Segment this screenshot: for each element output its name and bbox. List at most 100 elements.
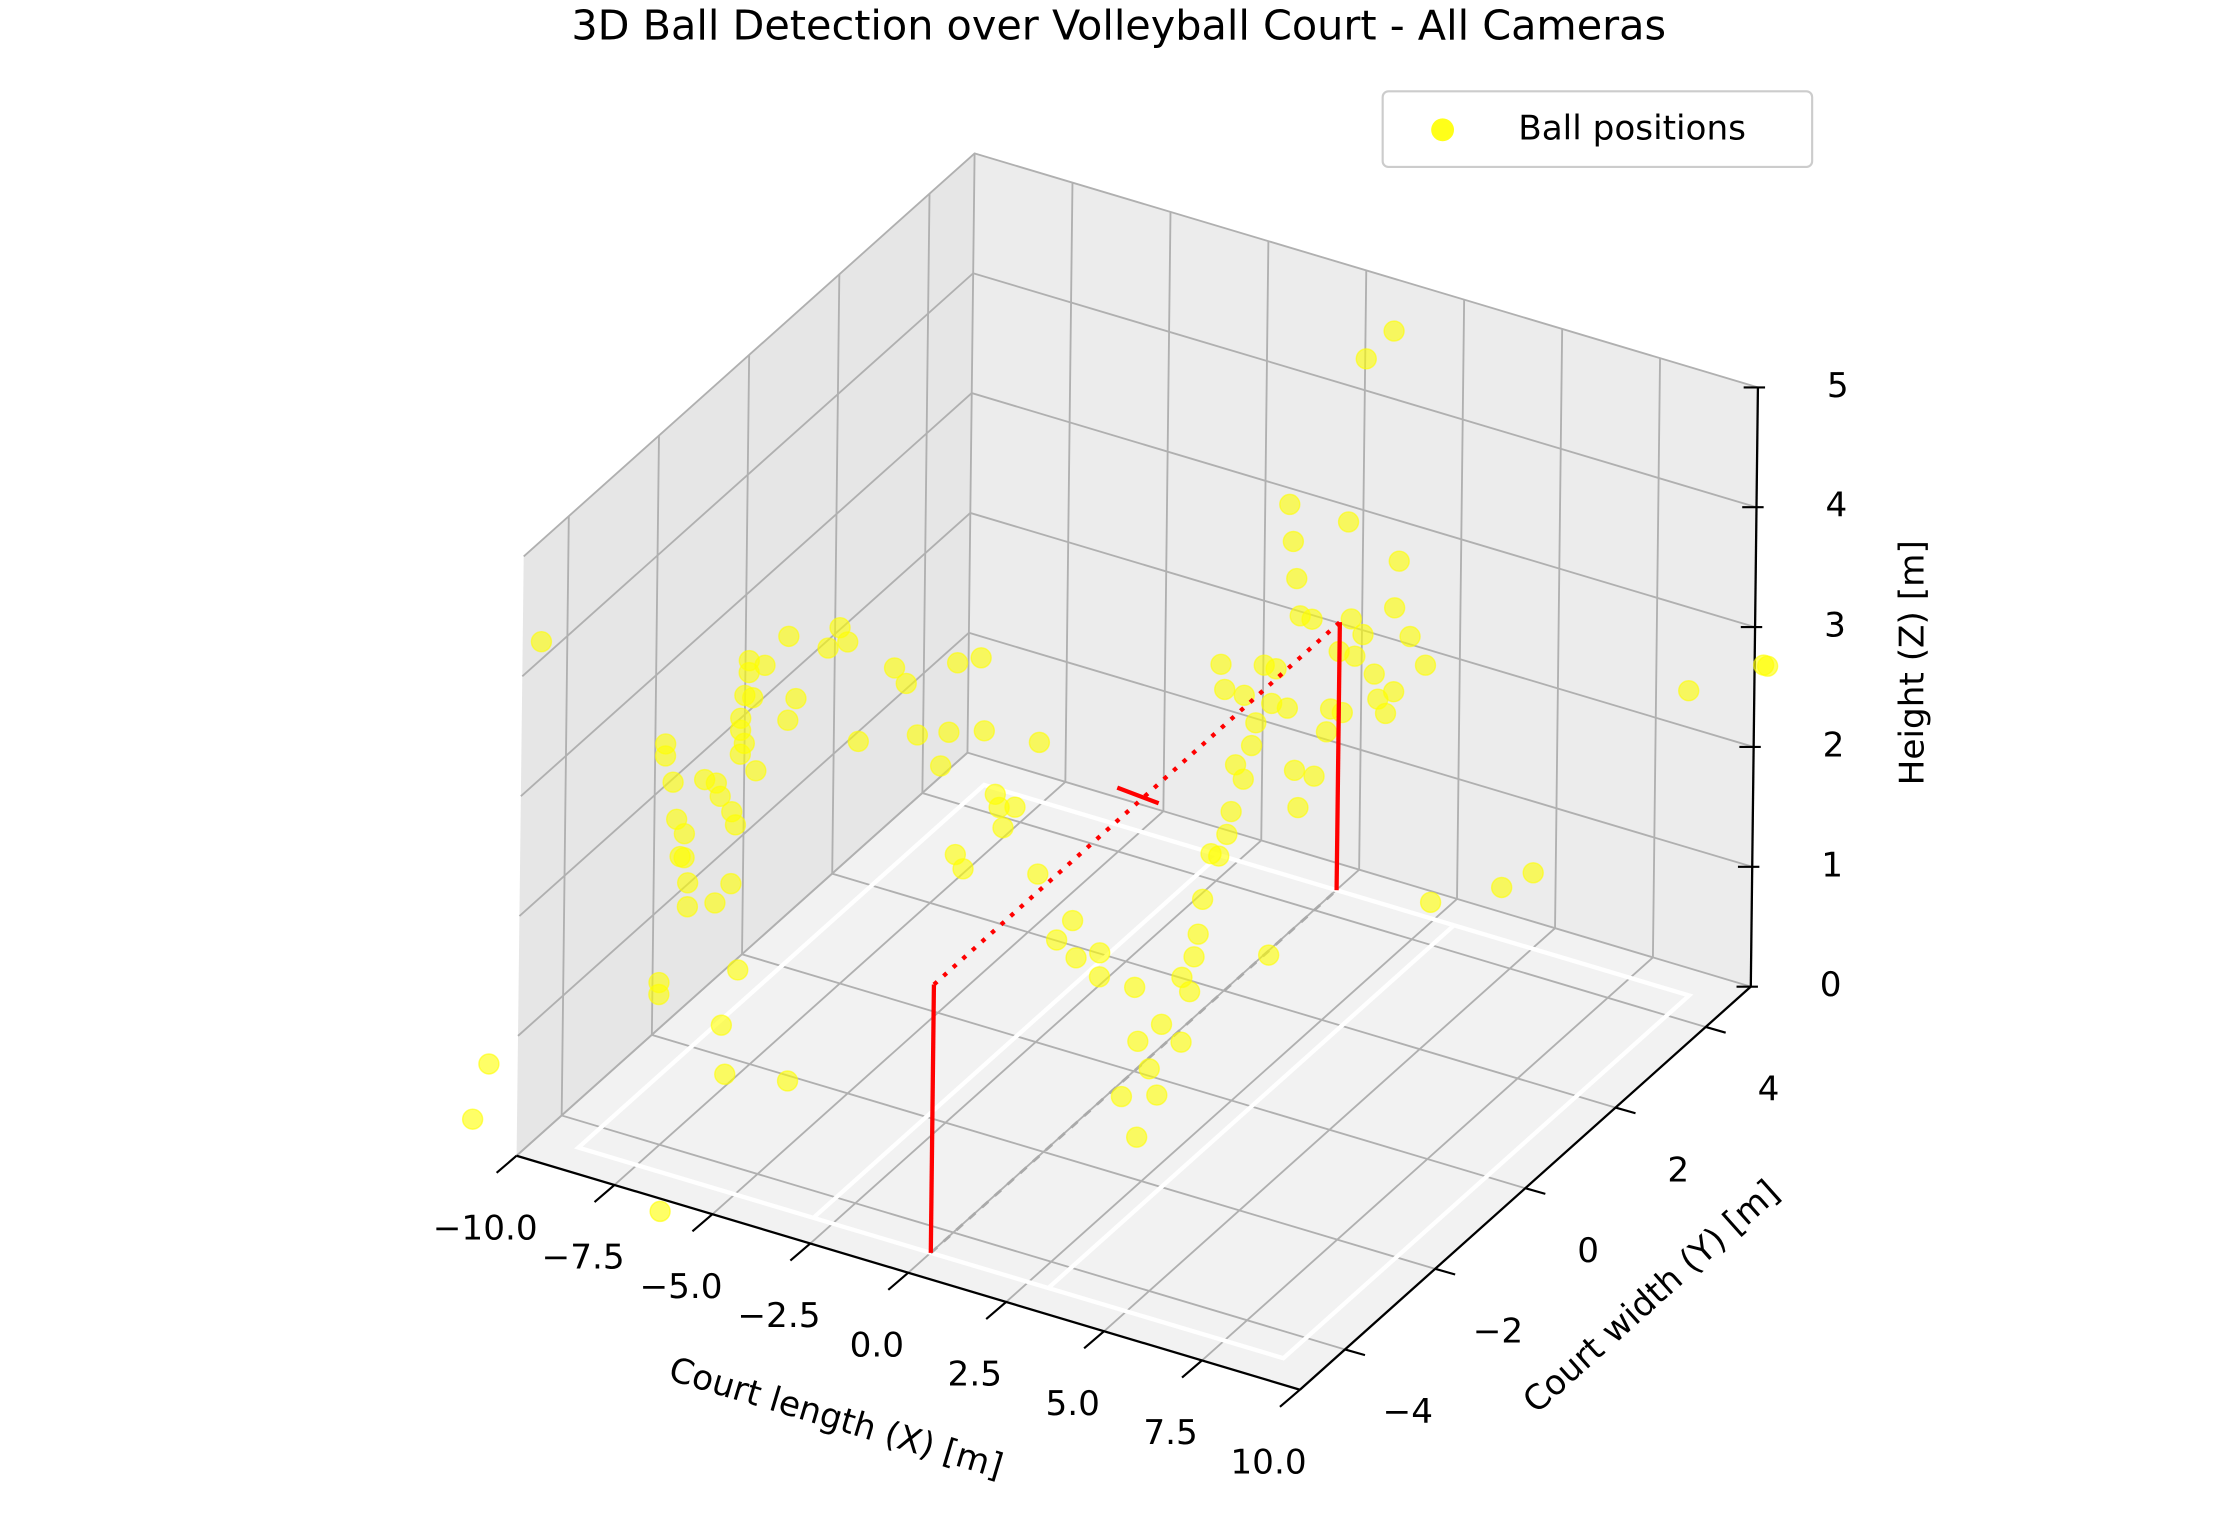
ball-point bbox=[649, 1200, 671, 1223]
x-tick bbox=[1083, 1330, 1105, 1350]
ball-point bbox=[530, 630, 553, 653]
net-top bbox=[932, 620, 1342, 987]
ball-point bbox=[1678, 680, 1700, 702]
ball-point bbox=[729, 743, 752, 765]
ball-point bbox=[673, 822, 696, 845]
x-tick-label: 10.0 bbox=[1230, 1442, 1306, 1482]
ball-point bbox=[1756, 655, 1779, 677]
x-tick-label: 2.5 bbox=[948, 1355, 1002, 1395]
ball-point bbox=[1352, 623, 1374, 646]
y-tick-label: 4 bbox=[1758, 1070, 1780, 1110]
z-tick-label: 5 bbox=[1827, 366, 1849, 406]
ball-point bbox=[1383, 597, 1406, 619]
x-tick bbox=[1181, 1359, 1203, 1379]
ball-point bbox=[1240, 734, 1263, 757]
ball-point bbox=[710, 1014, 733, 1036]
ball-point bbox=[1150, 1013, 1173, 1036]
ball-point bbox=[1027, 863, 1049, 885]
ball-point bbox=[1283, 759, 1306, 782]
net-pole bbox=[928, 984, 937, 1253]
ball-point bbox=[709, 785, 731, 808]
ball-point bbox=[1088, 966, 1111, 988]
y-tick bbox=[1705, 1025, 1726, 1034]
ball-point bbox=[992, 817, 1014, 839]
x-tick-label: −2.5 bbox=[737, 1296, 820, 1336]
ball-point bbox=[704, 892, 726, 914]
ball-point bbox=[1265, 658, 1287, 680]
ball-point bbox=[1127, 1030, 1149, 1053]
legend-marker bbox=[1431, 118, 1455, 142]
y-tick-label: 0 bbox=[1577, 1231, 1599, 1271]
ball-point bbox=[837, 631, 859, 653]
ball-point bbox=[1125, 1126, 1148, 1148]
ball-point bbox=[461, 1108, 484, 1130]
ball-point bbox=[478, 1053, 500, 1075]
x-tick bbox=[495, 1154, 518, 1174]
x-tick-label: 5.0 bbox=[1045, 1384, 1099, 1424]
y-tick-label: −4 bbox=[1383, 1392, 1433, 1432]
ball-point bbox=[1282, 530, 1305, 553]
z-tick-label: 4 bbox=[1826, 486, 1848, 526]
net-antenna bbox=[1116, 785, 1160, 806]
ball-point bbox=[1374, 702, 1397, 725]
z-tick-label: 0 bbox=[1820, 965, 1842, 1005]
ball-point bbox=[1257, 944, 1280, 966]
ball-point bbox=[895, 672, 917, 695]
grid-line bbox=[515, 751, 1752, 1157]
ball-point bbox=[1399, 625, 1421, 648]
ball-point bbox=[754, 654, 776, 677]
axis-line bbox=[516, 1154, 1301, 1391]
ball-point bbox=[654, 745, 677, 767]
ball-point bbox=[676, 896, 699, 918]
ball-point bbox=[1490, 876, 1513, 899]
ball-point bbox=[776, 1070, 799, 1092]
ball-point bbox=[938, 721, 960, 743]
ball-point bbox=[778, 625, 800, 648]
ball-point bbox=[1061, 909, 1084, 932]
ball-point bbox=[1382, 681, 1405, 703]
ball-point bbox=[1301, 608, 1323, 630]
y-tick bbox=[1525, 1187, 1546, 1195]
ball-point bbox=[1383, 320, 1405, 342]
ball-point bbox=[1208, 845, 1230, 867]
ball-point bbox=[1045, 929, 1068, 951]
ball-point bbox=[847, 730, 870, 753]
grid-line bbox=[521, 272, 1757, 678]
y-tick bbox=[1344, 1348, 1366, 1357]
x-tick bbox=[789, 1242, 812, 1262]
ball-point bbox=[1187, 923, 1209, 945]
y-tick bbox=[1434, 1267, 1456, 1276]
ball-point bbox=[1331, 701, 1353, 724]
ball-point bbox=[727, 959, 749, 981]
ball-point bbox=[906, 724, 929, 746]
ball-point bbox=[1315, 721, 1338, 743]
ball-point bbox=[1004, 796, 1026, 818]
ball-point bbox=[946, 652, 969, 674]
ball-point bbox=[1183, 946, 1205, 968]
ball-point bbox=[1028, 731, 1051, 754]
z-tick-label: 1 bbox=[1821, 845, 1843, 885]
ball-point bbox=[1303, 765, 1325, 787]
points bbox=[461, 320, 1779, 1223]
ball-point bbox=[1191, 888, 1214, 911]
ball-point bbox=[1210, 653, 1232, 676]
attack-line bbox=[1046, 923, 1456, 1290]
ball-point bbox=[1214, 678, 1236, 701]
ball-point bbox=[1355, 348, 1377, 370]
ball-point bbox=[662, 771, 684, 793]
z-axis-label: Height (Z) [m] bbox=[1893, 540, 1933, 785]
ball-point bbox=[1388, 550, 1410, 572]
ball-point bbox=[1419, 891, 1442, 914]
ball-point bbox=[929, 755, 952, 777]
grid-line bbox=[523, 152, 1759, 558]
grid-line bbox=[520, 392, 1756, 797]
ball-point bbox=[720, 872, 742, 895]
ball-point bbox=[745, 760, 767, 782]
ball-point bbox=[714, 1063, 736, 1085]
axis-line bbox=[1749, 387, 1760, 987]
ball-point bbox=[1089, 942, 1111, 964]
ball-point bbox=[1337, 511, 1360, 533]
ball-point bbox=[673, 846, 695, 869]
chart-title: 3D Ball Detection over Volleyball Court … bbox=[571, 2, 1666, 50]
